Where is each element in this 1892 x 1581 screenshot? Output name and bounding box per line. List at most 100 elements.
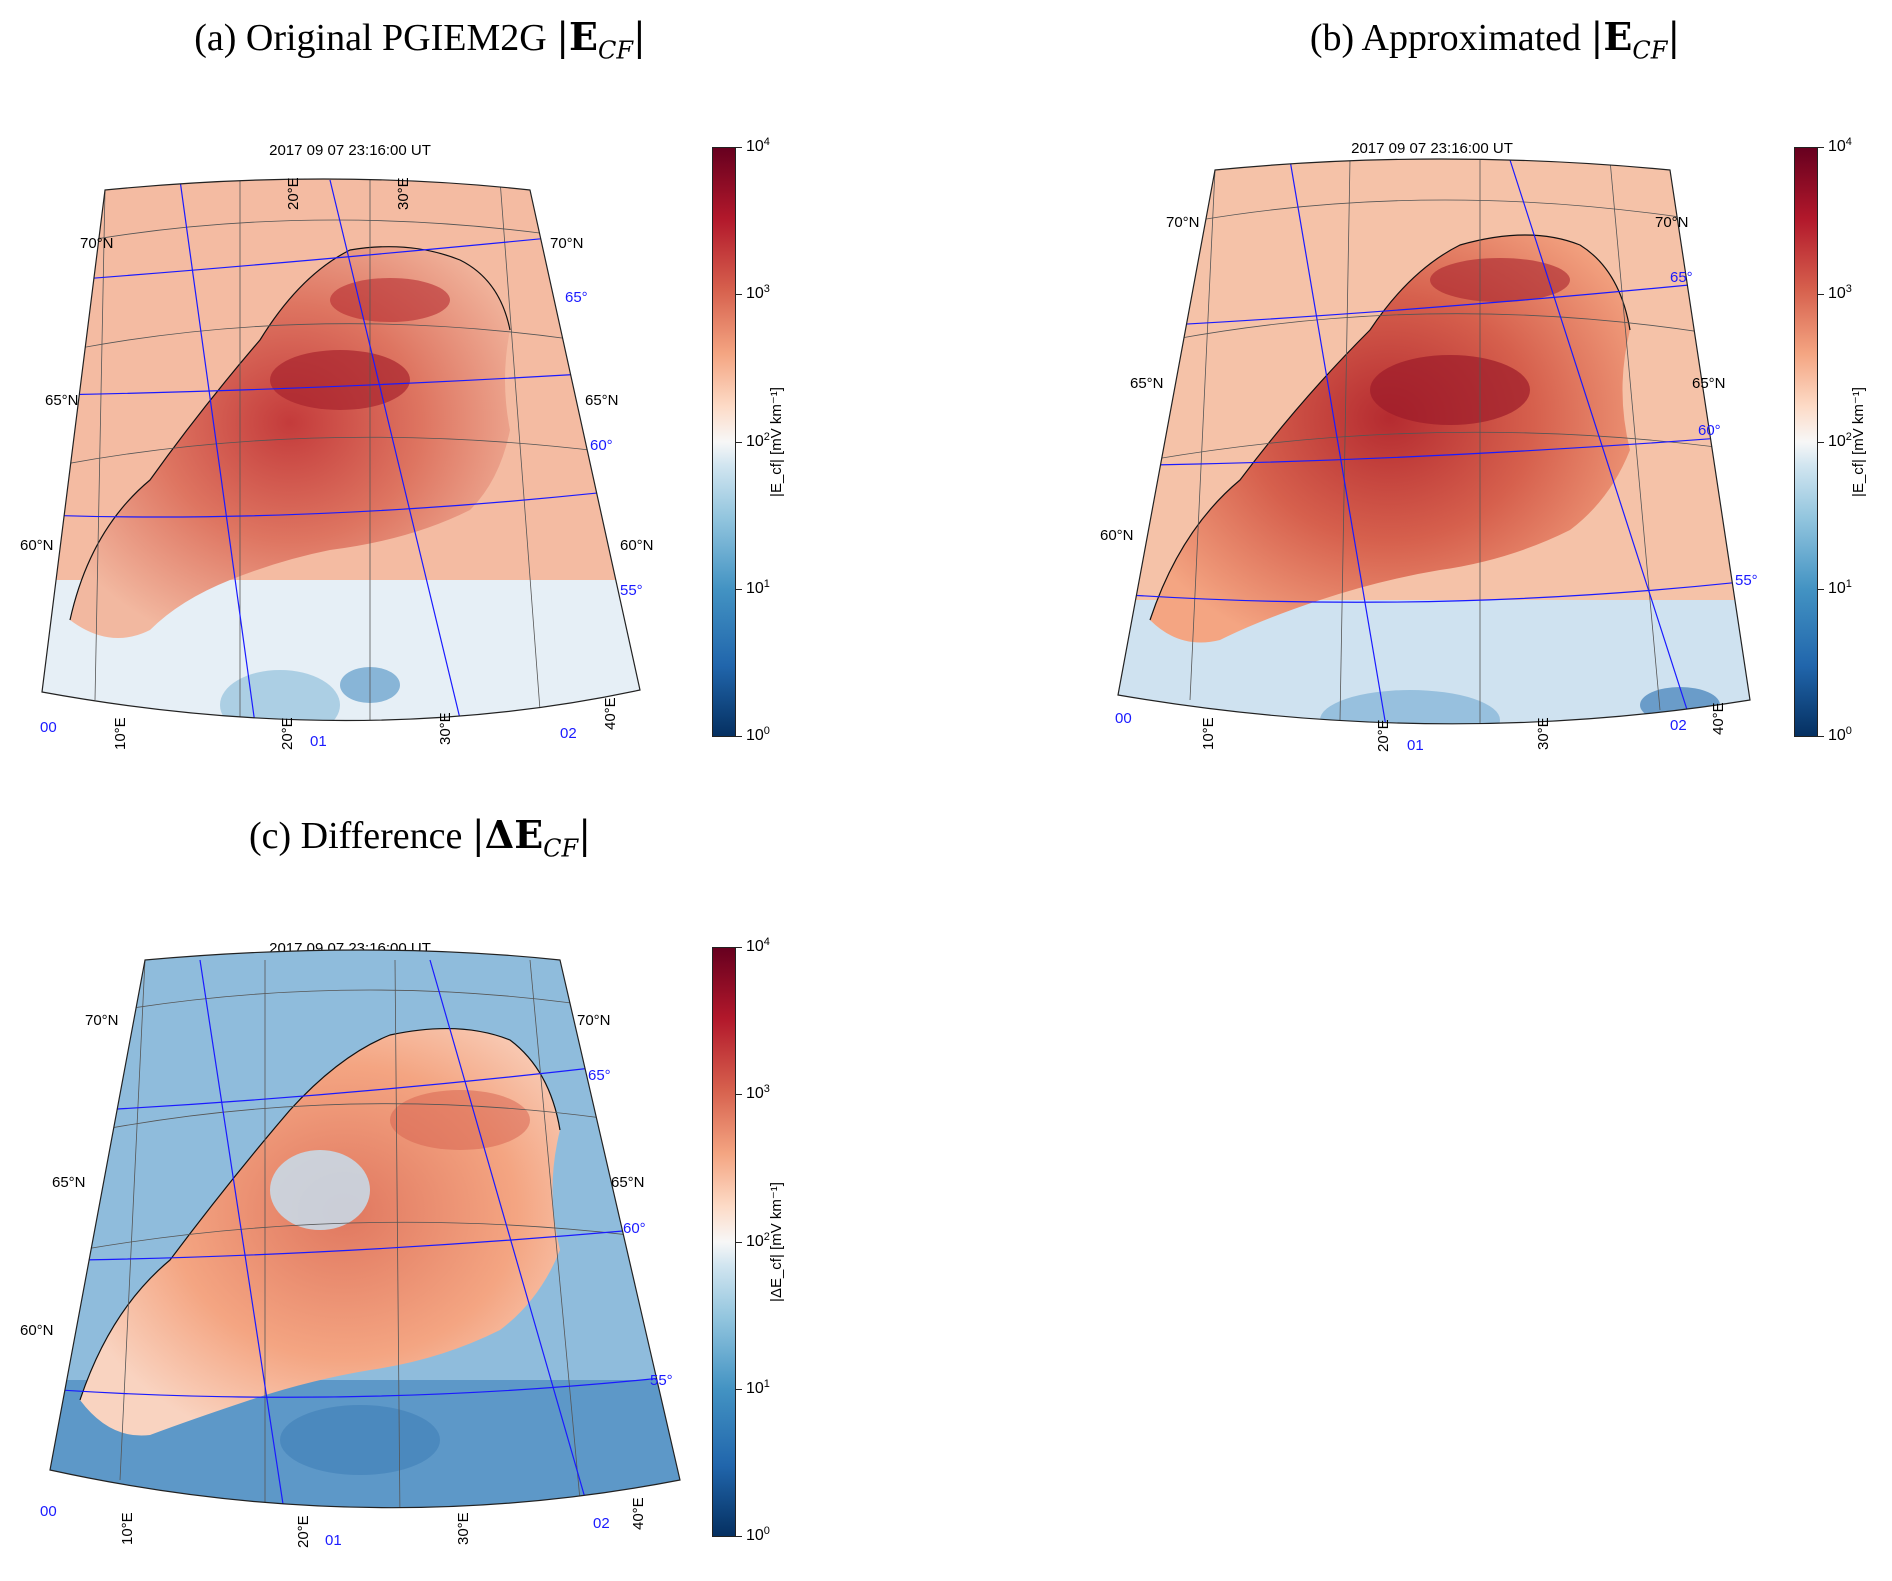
panel-c-mag-label-55: 55° — [650, 1372, 673, 1389]
panel-c-title-prefix: (c) Difference — [248, 815, 463, 857]
panel-a-lat-lines — [59, 219, 631, 466]
panel-a-lon-top-label-30: 30°E — [395, 177, 412, 210]
panel-c-field-max — [390, 1090, 530, 1150]
panel-c-mlt-label-01: 01 — [325, 1532, 342, 1549]
panel-a-map: 70°N 70°N 65°N 65°N 60°N 60°N 65° 60° 55… — [20, 177, 654, 750]
panel-a-title: (a) Original PGIEM2G |ECF| — [194, 14, 646, 65]
panel-b-mlt-label-01: 01 — [1407, 737, 1424, 754]
panel-a-colorbar-label: |E_cf| [mV km⁻¹] — [768, 387, 785, 497]
panel-a-cb-tick-0: 100 — [746, 724, 770, 745]
panel-c-lat-lines — [79, 989, 671, 1251]
panel-c-mlt-lines — [199, 959, 601, 1508]
panel-b-lat-label-60: 60°N — [1100, 527, 1134, 544]
panel-a-field-max-north — [330, 278, 450, 322]
panel-b-timestamp: 2017 09 07 23:16:00 UT — [1351, 140, 1513, 157]
panel-c-field-min — [280, 1405, 440, 1475]
panel-b-mlt-label-02: 02 — [1670, 717, 1687, 734]
panel-a-lon-top-label-20: 20°E — [285, 177, 302, 210]
panel-a-mag-label-65: 65° — [565, 289, 588, 306]
panel-a-land-field — [70, 246, 510, 638]
panel-a-mlt-label-01: 01 — [310, 733, 327, 750]
panel-c-colorbar-label: |ΔE_cf| [mV km⁻¹] — [768, 1182, 785, 1302]
panel-c-title: (c) Difference |ΔECF| — [248, 812, 592, 863]
panel-b-cb-tick-3: 103 — [1828, 282, 1852, 303]
panel-c-lat-label-70-right: 70°N — [577, 1012, 611, 1029]
panel-c-mag-label-60: 60° — [623, 1220, 646, 1237]
panel-b-map: 70°N 70°N 65°N 65°N 60°N 65° 60° 55° 00 … — [1100, 158, 1758, 754]
panel-a-title-sub: CF — [597, 36, 633, 65]
panel-c-cb-tick-1: 101 — [746, 1377, 770, 1398]
panel-b-cb-tick-1: 101 — [1828, 577, 1852, 598]
panel-a-lon-label-10: 10°E — [112, 717, 129, 750]
panel-b-title-sub: CF — [1632, 36, 1668, 65]
panel-b-lon-lines — [1189, 159, 1661, 724]
panel-a-title-prefix: (a) Original PGIEM2G — [194, 17, 547, 59]
panel-a-map-frame — [41, 178, 641, 722]
panel-b-mlt-label-00: 00 — [1115, 710, 1132, 727]
panel-b-title-math: E — [1603, 14, 1633, 59]
panel-a-timestamp: 2017 09 07 23:16:00 UT — [269, 142, 431, 159]
panel-b-title-prefix: (b) Approximated — [1309, 17, 1582, 59]
panel-c-mlt-label-02: 02 — [593, 1515, 610, 1532]
panel-c-mag-lat-lines — [59, 1059, 680, 1398]
panel-c-map-frame — [49, 949, 681, 1509]
panel-c-field-min-center — [270, 1150, 370, 1230]
panel-a-mag-label-55: 55° — [620, 582, 643, 599]
panel-c-lat-label-60: 60°N — [20, 1322, 54, 1339]
panel-b-cb-tick-2: 102 — [1828, 430, 1852, 451]
panel-a-coastline — [69, 246, 511, 621]
panel-c-cb-tick-3: 103 — [746, 1082, 770, 1103]
panel-a-lon-label-20: 20°E — [279, 717, 296, 750]
panel-b-mag-lat-lines — [1129, 279, 1750, 603]
panel-c-mlt-label-00: 00 — [40, 1503, 57, 1520]
panel-a-lat-label-70-right: 70°N — [550, 235, 584, 252]
panel-a-mag-label-60: 60° — [590, 437, 613, 454]
panel-c-cb-tick-2: 102 — [746, 1230, 770, 1251]
panel-a-lat-label-60: 60°N — [20, 537, 54, 554]
panel-a-cb-tick-1: 101 — [746, 577, 770, 598]
panel-b-lon-label-40: 40°E — [1710, 702, 1727, 735]
panel-c-lat-label-65-right: 65°N — [611, 1174, 645, 1191]
panel-a-field-max — [270, 350, 410, 410]
panel-a-mlt-lines — [179, 179, 471, 721]
panel-b-land-field — [1150, 235, 1630, 643]
panel-c-cb-tick-4: 104 — [746, 935, 770, 956]
panel-b-title: (b) Approximated |ECF| — [1309, 14, 1681, 65]
panel-b-coastline — [1149, 234, 1631, 621]
panel-b-field-max-north — [1430, 258, 1570, 302]
panel-b-lat-lines — [1149, 199, 1741, 461]
panel-c-mag-label-65: 65° — [588, 1067, 611, 1084]
panel-c-lon-label-10: 10°E — [119, 1512, 136, 1545]
panel-a-lat-label-60-right: 60°N — [620, 537, 654, 554]
panel-b-mag-label-60: 60° — [1698, 422, 1721, 439]
panel-c-title-math: ΔE — [484, 812, 544, 857]
panel-c-lon-label-30: 30°E — [455, 1512, 472, 1545]
panel-c-lat-label-70: 70°N — [85, 1012, 119, 1029]
panel-b-cb-tick-4: 104 — [1828, 135, 1852, 156]
panel-c-coastline — [79, 1027, 561, 1401]
panel-a-cb-tick-3: 103 — [746, 282, 770, 303]
panel-b-mag-label-65: 65° — [1670, 269, 1693, 286]
panel-c-lon-label-40: 40°E — [630, 1497, 647, 1530]
panel-b-mlt-lines — [1289, 159, 1701, 724]
panel-a-lon-label-30: 30°E — [437, 712, 454, 745]
panel-c-title-sub: CF — [543, 834, 579, 863]
panel-b-lon-label-10: 10°E — [1200, 717, 1217, 750]
panel-b-lat-label-65: 65°N — [1130, 375, 1164, 392]
panel-b-lon-label-20: 20°E — [1375, 719, 1392, 752]
panel-a-lon-lines — [94, 179, 541, 721]
panel-b-field-max — [1370, 355, 1530, 425]
panel-a-mlt-label-00: 00 — [40, 719, 57, 736]
panel-a-lon-label-40: 40°E — [602, 697, 619, 730]
panel-c-lon-label-20: 20°E — [295, 1515, 312, 1548]
panel-a-cb-tick-4: 104 — [746, 135, 770, 156]
panel-a-lat-label-65-right: 65°N — [585, 392, 619, 409]
panel-a-colorbar-gradient — [712, 147, 736, 737]
panel-a-lat-label-70: 70°N — [80, 235, 114, 252]
panel-b-map-frame — [1117, 158, 1751, 725]
panel-b-mag-label-55: 55° — [1735, 572, 1758, 589]
panel-b-cb-tick-0: 100 — [1828, 724, 1852, 745]
panel-b-lat-label-70-right: 70°N — [1655, 214, 1689, 231]
panel-b-lon-label-30: 30°E — [1535, 717, 1552, 750]
panel-a-title-math: E — [569, 14, 598, 59]
